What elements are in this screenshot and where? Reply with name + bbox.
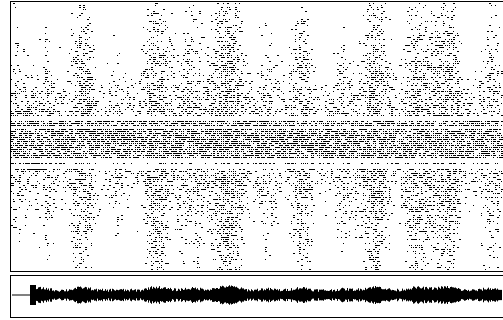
spectrogram-frame bbox=[10, 1, 503, 272]
spectrogram bbox=[11, 3, 503, 270]
waveform bbox=[12, 285, 502, 305]
waveform-panel bbox=[10, 275, 503, 318]
spectrogram-panel bbox=[10, 1, 503, 272]
